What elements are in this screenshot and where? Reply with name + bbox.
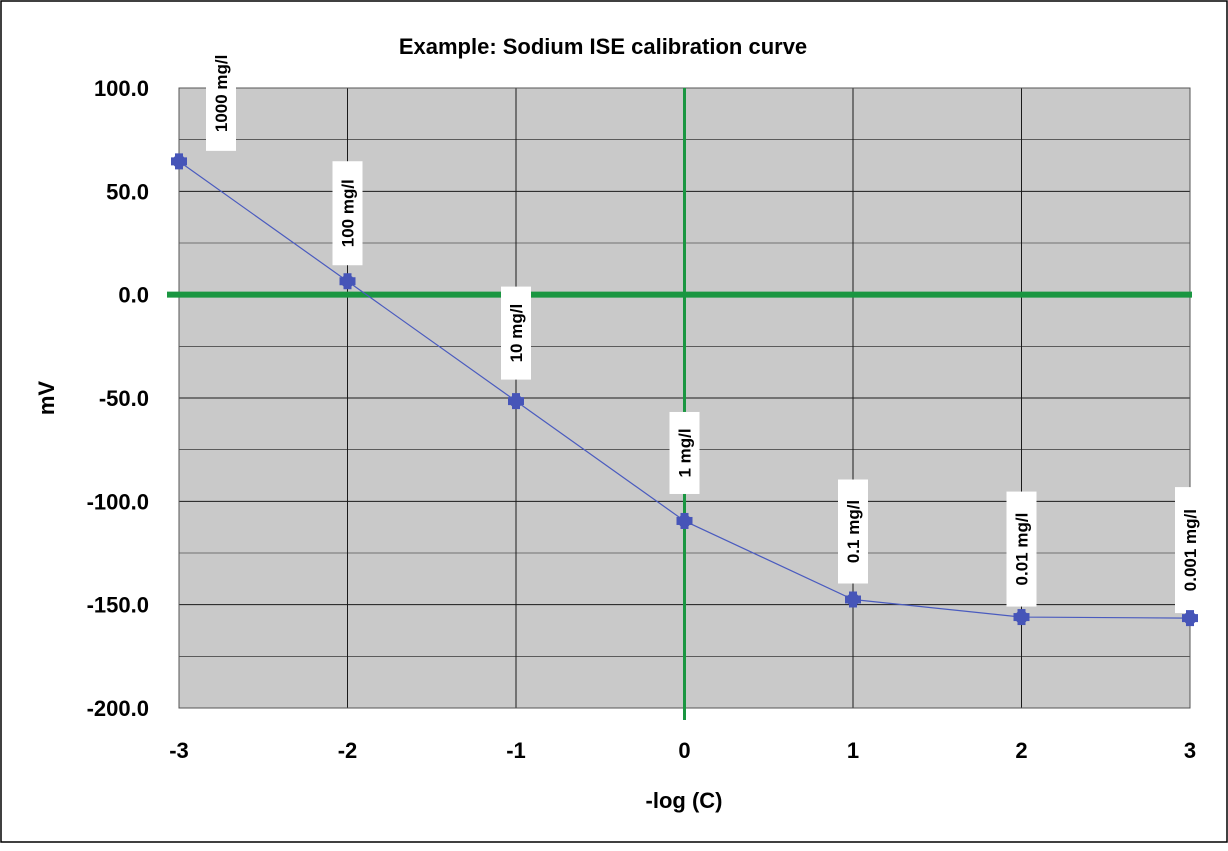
y-tick-label: -100.0 bbox=[87, 489, 149, 514]
data-point-marker bbox=[341, 274, 354, 288]
y-tick-label: -50.0 bbox=[99, 386, 149, 411]
x-axis-label: -log (C) bbox=[646, 788, 723, 813]
x-tick-label: 3 bbox=[1184, 738, 1196, 763]
x-tick-label: 0 bbox=[678, 738, 690, 763]
y-tick-label: 0.0 bbox=[118, 283, 149, 308]
data-label-box bbox=[838, 479, 868, 584]
y-tick-label: -150.0 bbox=[87, 593, 149, 618]
data-point-marker bbox=[678, 514, 691, 528]
data-label: 0.1 mg/l bbox=[844, 500, 863, 563]
x-tick-label: 2 bbox=[1015, 738, 1027, 763]
data-label-box bbox=[501, 286, 531, 380]
plot-area: -200.0 -150.0 -100.0 -50.0 0.0 50.0 100.0 -3 -2 -… bbox=[87, 35, 1205, 763]
data-point-marker bbox=[1015, 610, 1028, 624]
x-tick-label: -3 bbox=[169, 738, 189, 763]
data-label: 1000 mg/l bbox=[212, 55, 231, 133]
data-point-marker bbox=[846, 593, 860, 606]
data-label: 10 mg/l bbox=[507, 304, 526, 363]
data-point-marker bbox=[509, 394, 523, 408]
x-tick-label: -1 bbox=[506, 738, 526, 763]
data-label-box bbox=[669, 411, 700, 494]
data-label: 0.01 mg/l bbox=[1013, 513, 1032, 586]
x-tick-label: -2 bbox=[338, 738, 358, 763]
x-tick-label: 1 bbox=[847, 738, 859, 763]
data-label-box bbox=[1006, 491, 1037, 607]
y-tick-label: -200.0 bbox=[87, 696, 149, 721]
data-label-box bbox=[332, 161, 363, 266]
data-point-marker bbox=[1183, 611, 1197, 625]
data-label: 1 mg/l bbox=[676, 428, 695, 477]
y-axis-label: mV bbox=[34, 381, 59, 416]
y-tick-label: 100.0 bbox=[94, 76, 149, 101]
data-label-box bbox=[206, 35, 236, 151]
data-label: 0.001 mg/l bbox=[1181, 509, 1200, 591]
data-label-box bbox=[1175, 487, 1205, 614]
data-label: 100 mg/l bbox=[339, 179, 358, 247]
y-tick-label: 50.0 bbox=[106, 179, 149, 204]
data-point-marker bbox=[172, 154, 186, 168]
chart-title: Example: Sodium ISE calibration curve bbox=[399, 34, 807, 59]
